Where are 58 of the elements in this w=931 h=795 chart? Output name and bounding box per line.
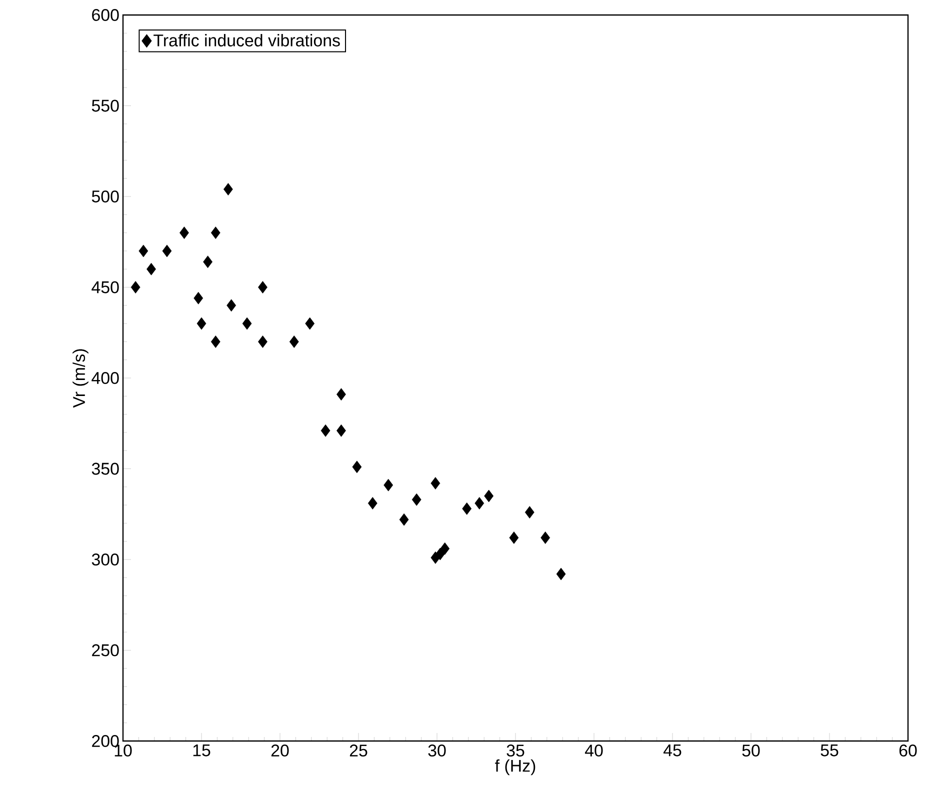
x-tick-label: 10	[114, 744, 132, 757]
point	[226, 299, 236, 312]
x-tick-label: 45	[663, 744, 682, 756]
point	[435, 548, 445, 560]
x-tick-label: 40	[584, 744, 603, 757]
y-tick-label: 400	[92, 372, 119, 384]
point	[194, 292, 204, 304]
point	[430, 477, 440, 490]
y-tick-label: 200	[92, 735, 119, 748]
point	[289, 336, 299, 348]
x-tick-label: 20	[271, 744, 289, 757]
x-tick-label: 35	[506, 744, 524, 757]
point	[336, 388, 346, 401]
y-axis-title: Vr (m/s)	[72, 349, 88, 408]
y-tick-label: 250	[92, 644, 119, 656]
point	[320, 424, 330, 437]
point	[258, 336, 268, 348]
point	[146, 262, 156, 276]
point	[412, 493, 422, 506]
point	[162, 244, 172, 258]
point	[305, 317, 315, 330]
y-tick-label: 300	[92, 554, 119, 566]
point	[180, 226, 189, 239]
point	[509, 532, 519, 544]
point	[384, 478, 394, 492]
point	[258, 281, 268, 294]
y-tick-label: 350	[92, 462, 119, 475]
point	[556, 568, 566, 580]
x-tick-label: 50	[742, 744, 760, 757]
point	[484, 490, 494, 502]
y-tick-label: 600	[92, 9, 119, 21]
y-tick-label: 500	[92, 190, 119, 202]
x-tick-label: 60	[899, 744, 917, 757]
point	[210, 226, 220, 239]
point	[540, 532, 550, 544]
point	[368, 497, 378, 510]
x-tick-label: 25	[350, 744, 368, 757]
point	[462, 502, 472, 515]
point	[524, 506, 534, 519]
y-tick-label: 550	[92, 100, 119, 112]
point	[336, 424, 346, 437]
point	[223, 183, 233, 196]
point	[203, 256, 212, 268]
x-tick-label: 30	[428, 744, 446, 757]
point	[440, 542, 450, 555]
x-axis-title: f (Hz)	[495, 759, 536, 776]
legend-label: Traffic induced vibrations	[154, 34, 340, 46]
point	[196, 317, 206, 330]
x-tick-label: 15	[193, 744, 210, 756]
point	[474, 497, 484, 510]
point	[210, 336, 220, 348]
point	[399, 513, 409, 526]
x-tick-label: 55	[820, 744, 838, 756]
point	[130, 281, 140, 294]
point	[352, 460, 362, 474]
point	[242, 317, 252, 330]
point	[138, 244, 148, 258]
y-tick-label: 450	[92, 281, 119, 294]
